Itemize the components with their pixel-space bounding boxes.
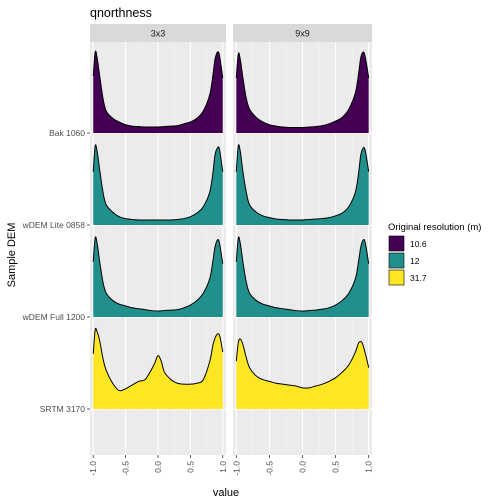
- density-ridge-9x9-0: [236, 52, 369, 133]
- legend-title: Original resolution (m): [388, 222, 481, 233]
- x-tick-label: 1.0: [218, 461, 228, 473]
- facet-strip: [233, 24, 372, 42]
- density-outline-9x9-0: [235, 51, 370, 129]
- density-ridge-3x3-0: [93, 51, 223, 134]
- legend-label: 12: [410, 256, 420, 266]
- y-axis-title: Sample DEM: [6, 223, 18, 288]
- facet-panels: 3x3 9x9: [90, 24, 372, 455]
- facet-strip: [90, 24, 226, 42]
- x-tick-label: 0.5: [185, 461, 195, 473]
- y-tick-label: wDEM Lite 0858: [22, 220, 86, 230]
- legend: Original resolution (m) 10.6 12 31.7: [388, 222, 481, 286]
- legend-key-31.7: [388, 269, 405, 286]
- density-ridge-9x9-2: [236, 236, 369, 317]
- x-tick-label: -0.5: [264, 461, 274, 476]
- x-tick-label: -1.0: [231, 461, 241, 476]
- x-axis-title: value: [213, 487, 239, 499]
- x-axis: -1.0 -0.5 0.0 0.5 1.0 -1.0 -0.5 0.0 0.5 1.0: [88, 455, 374, 476]
- density-ridge-3x3-2: [93, 236, 223, 317]
- density-outline-9x9-1: [235, 144, 370, 221]
- density-outline-3x3-1: [92, 144, 224, 221]
- density-outline-3x3-3: [92, 327, 224, 392]
- facet-strip-label: 3x3: [151, 29, 166, 39]
- x-tick-label: 0.0: [153, 461, 163, 473]
- density-ridge-9x9-1: [236, 144, 369, 225]
- facet-panel-9x9: 9x9: [233, 24, 372, 455]
- density-outline-3x3-0: [92, 50, 224, 128]
- x-tick-label: 1.0: [364, 461, 374, 473]
- y-axis: Bak 1060 wDEM Lite 0858 wDEM Full 1200 SRTM…: [22, 128, 90, 414]
- density-outline-9x9-2: [235, 236, 370, 312]
- chart-title: qnorthness: [90, 6, 152, 20]
- density-outline-9x9-3: [235, 338, 370, 389]
- density-ridge-9x9-3: [236, 338, 369, 409]
- x-tick-label: -1.0: [88, 461, 98, 476]
- density-outline-3x3-2: [92, 236, 224, 312]
- density-ridge-3x3-1: [93, 144, 223, 225]
- facet-panel-3x3: 3x3: [90, 24, 226, 455]
- y-tick-label: Bak 1060: [49, 128, 85, 138]
- x-tick-label: 0.0: [298, 461, 308, 473]
- legend-key-10.6: [388, 235, 405, 252]
- legend-key-12: [388, 252, 405, 269]
- y-tick-label: SRTM 3170: [40, 404, 85, 414]
- legend-label: 10.6: [410, 239, 427, 249]
- y-tick-label: wDEM Full 1200: [22, 312, 86, 322]
- facet-strip-label: 9x9: [295, 29, 310, 39]
- x-tick-label: -0.5: [121, 461, 131, 476]
- legend-label: 31.7: [410, 273, 427, 283]
- x-tick-label: 0.5: [331, 461, 341, 473]
